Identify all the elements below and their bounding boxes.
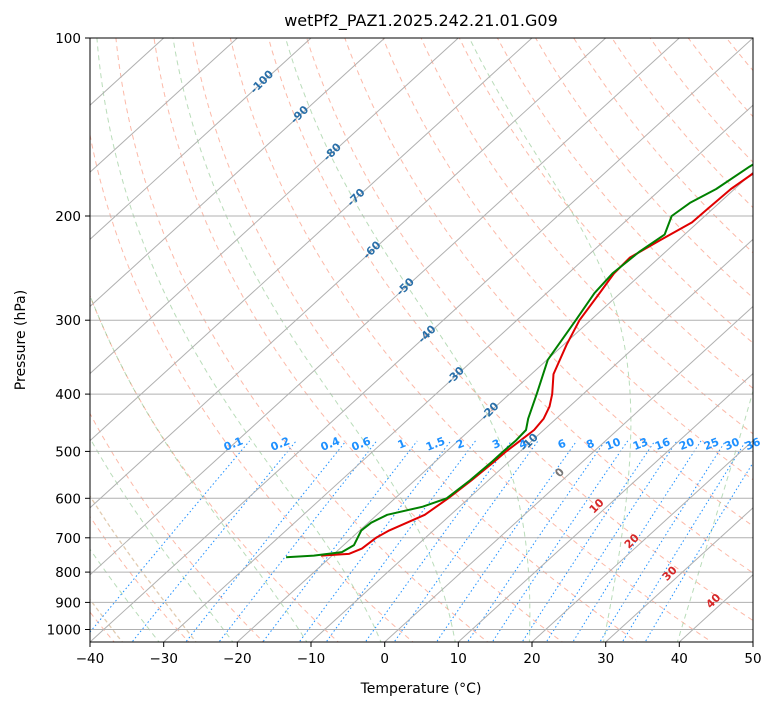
mixing-ratio-label: 10 <box>604 435 623 453</box>
mixing-ratio-line <box>218 440 378 642</box>
x-tick-label: 40 <box>671 651 688 667</box>
isotherm-gridline <box>90 38 459 375</box>
isotherm-gridline <box>90 38 238 173</box>
temperature-profile-line <box>321 172 753 557</box>
x-tick-label: −40 <box>76 651 105 667</box>
x-tick-label: 10 <box>450 651 467 667</box>
dry-adiabat <box>267 38 753 622</box>
isotherm-gridline <box>90 38 312 241</box>
mixing-ratio-line <box>491 440 629 642</box>
dewpoint-profile-line <box>286 163 753 559</box>
dry-adiabat <box>90 294 339 642</box>
x-tick-label: 30 <box>597 651 614 667</box>
mixing-ratio-label: 2 <box>454 437 466 452</box>
mixing-ratio-label: 20 <box>677 435 696 453</box>
y-tick-label: 200 <box>55 209 81 225</box>
mixing-ratio-label: 13 <box>631 435 650 453</box>
dry-adiabat <box>458 38 753 389</box>
mixing-ratio-line <box>364 440 512 642</box>
isotherm-gridline <box>90 38 533 442</box>
mixing-ratio-line <box>521 440 656 642</box>
dry-adiabat <box>306 38 753 574</box>
y-tick-label: 800 <box>55 565 81 581</box>
mixing-ratio-line <box>393 440 539 642</box>
x-tick-label: −20 <box>223 651 252 667</box>
mixing-ratio-label: 16 <box>653 435 672 453</box>
isotherm-gridline <box>457 372 753 642</box>
isotherm-gridline <box>384 305 753 642</box>
isotherm-gridline <box>163 104 753 642</box>
dry-adiabat <box>496 38 753 344</box>
moist-adiabat <box>172 38 456 642</box>
y-tick-label: 900 <box>55 595 81 611</box>
mixing-ratio-label: 8 <box>584 437 596 452</box>
isotherm-gridline <box>310 238 753 642</box>
mixing-ratio-line <box>545 440 678 642</box>
mixing-ratio-label: 25 <box>702 435 721 453</box>
isotherm-gridline <box>90 38 386 308</box>
mixing-ratio-label: 30 <box>722 435 741 453</box>
mixing-ratio-line <box>621 440 747 642</box>
isotherm-gridline <box>90 38 680 576</box>
moist-adiabat <box>676 389 753 642</box>
x-tick-label: −30 <box>149 651 178 667</box>
theta-e-line <box>90 494 197 642</box>
y-tick-label: 100 <box>55 31 81 47</box>
mixing-ratio-line <box>185 440 347 642</box>
dry-adiabat <box>153 38 564 642</box>
isotherm-gridline <box>90 38 753 642</box>
isotherm-gridline <box>605 507 753 642</box>
x-tick-label: 50 <box>744 651 761 667</box>
x-tick-label: 20 <box>523 651 540 667</box>
isotherm-gridline <box>90 38 607 509</box>
y-axis-label: Pressure (hPa) <box>13 290 29 390</box>
moist-adiabat <box>90 437 234 642</box>
y-tick-label: 1000 <box>47 623 81 639</box>
mixing-ratio-label: 1 <box>396 437 408 452</box>
x-tick-label: 0 <box>380 651 389 667</box>
mixing-ratio-line <box>572 440 702 642</box>
mixing-ratio-line <box>262 440 418 642</box>
isotherm-gridline <box>531 439 753 642</box>
dry-adiabat <box>191 38 638 642</box>
y-tick-label: 300 <box>55 313 81 329</box>
moist-adiabat <box>468 38 632 642</box>
x-axis-label: Temperature (°C) <box>360 681 482 697</box>
mixing-ratio-line <box>599 440 727 642</box>
moist-adiabat <box>284 38 531 642</box>
x-tick-label: −10 <box>297 651 326 667</box>
mixing-ratio-line <box>644 461 753 642</box>
theta-e-line <box>90 598 124 642</box>
plot-frame <box>89 37 754 643</box>
chart-title: wetPf2_PAZ1.2025.242.21.01.G09 <box>284 11 558 31</box>
mixing-ratio-line <box>466 440 606 642</box>
dry-adiabat <box>344 38 753 527</box>
y-tick-label: 400 <box>55 387 81 403</box>
mixing-ratio-label: 3 <box>490 437 502 452</box>
y-tick-label: 600 <box>55 491 81 507</box>
y-tick-label: 500 <box>55 444 81 460</box>
y-tick-label: 700 <box>55 531 81 547</box>
